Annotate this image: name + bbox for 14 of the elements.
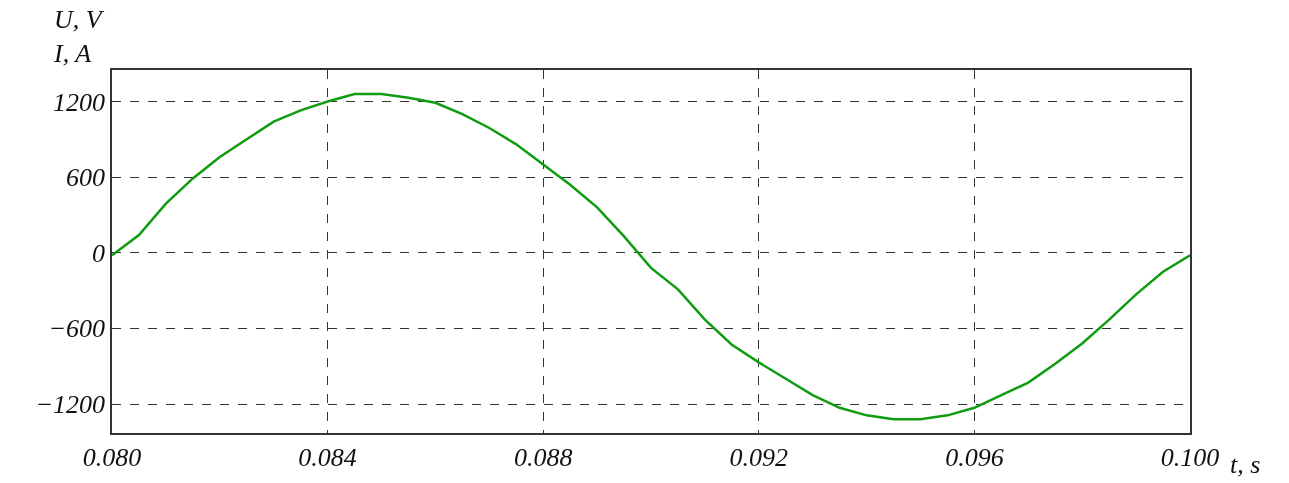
y-tick-label: 1200 bbox=[53, 87, 106, 117]
line-series bbox=[112, 92, 1190, 421]
x-tick-label: 0.084 bbox=[298, 442, 357, 472]
y-tick-label: −600 bbox=[48, 314, 106, 344]
y-tick-label: 600 bbox=[66, 163, 106, 193]
x-tick-label: 0.096 bbox=[945, 442, 1004, 472]
x-tick-label: 0.100 bbox=[1160, 442, 1220, 472]
y-tick-label: −1200 bbox=[35, 390, 106, 420]
y-axis-title: U, V I, A bbox=[53, 5, 105, 68]
x-axis-title: t, s bbox=[1230, 450, 1261, 479]
x-tick-label: 0.080 bbox=[82, 442, 142, 472]
y-tick-label: 0 bbox=[92, 238, 106, 268]
x-tick-label: 0.092 bbox=[729, 442, 789, 472]
x-tick-label: 0.088 bbox=[513, 442, 573, 472]
